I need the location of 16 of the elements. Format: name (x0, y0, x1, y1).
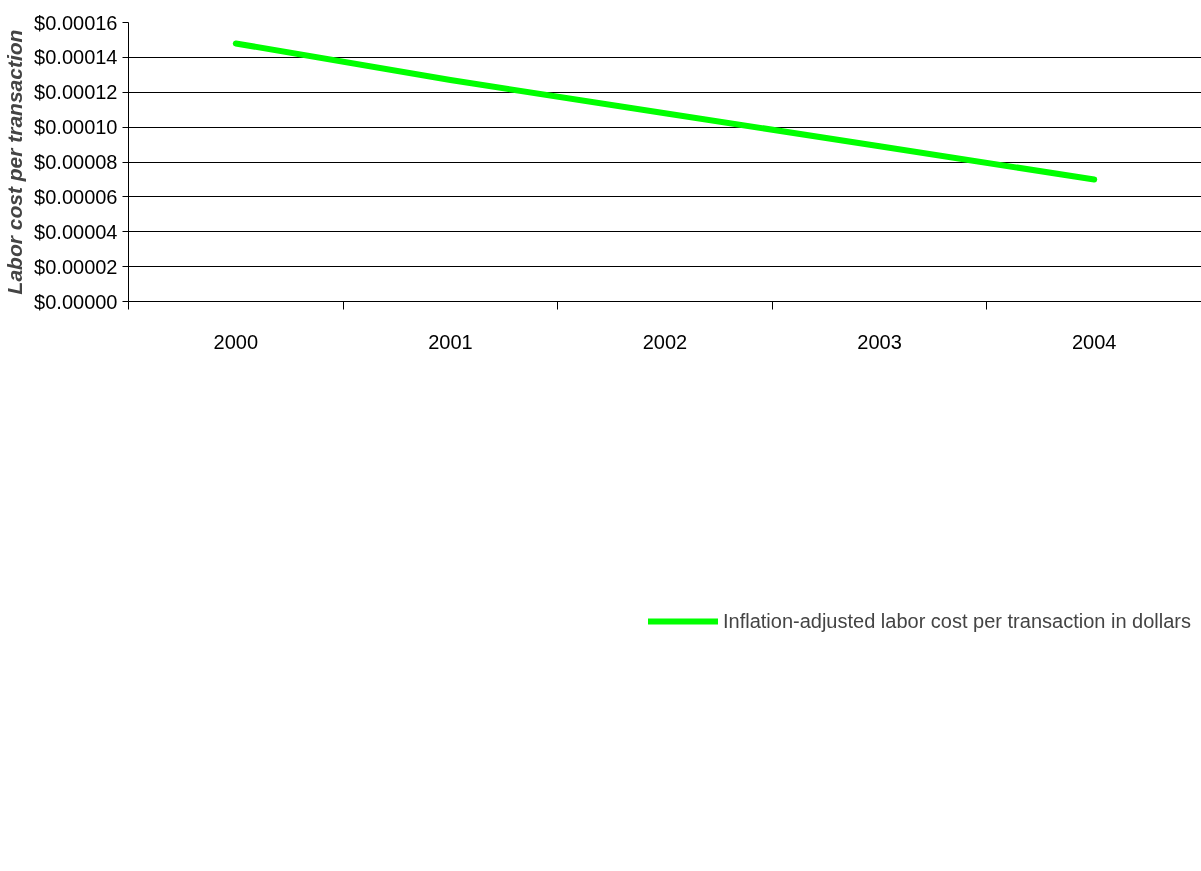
y-tick-label: $0.00000 (34, 290, 118, 313)
legend-label: Inflation-adjusted labor cost per transaction in dollars (722, 609, 1191, 633)
x-tick-label: 2003 (857, 330, 902, 353)
y-tick-label: $0.00008 (34, 151, 118, 173)
y-tick-label: $0.00014 (34, 46, 118, 69)
y-tick-label: $0.00002 (34, 255, 118, 278)
x-tick-label: 2004 (1071, 330, 1117, 353)
y-axis-title: Labor cost per transaction (3, 29, 27, 295)
y-tick-label: $0.00010 (34, 116, 118, 139)
x-tick-label: 2000 (213, 330, 259, 353)
y-tick-label: $0.00004 (34, 220, 118, 243)
x-tick-label: 2001 (428, 330, 473, 353)
y-tick-label: $0.00006 (34, 185, 118, 208)
x-tick-label: 2002 (642, 330, 688, 353)
y-tick-label: $0.00016 (34, 11, 118, 34)
y-tick-label: $0.00012 (34, 81, 118, 104)
